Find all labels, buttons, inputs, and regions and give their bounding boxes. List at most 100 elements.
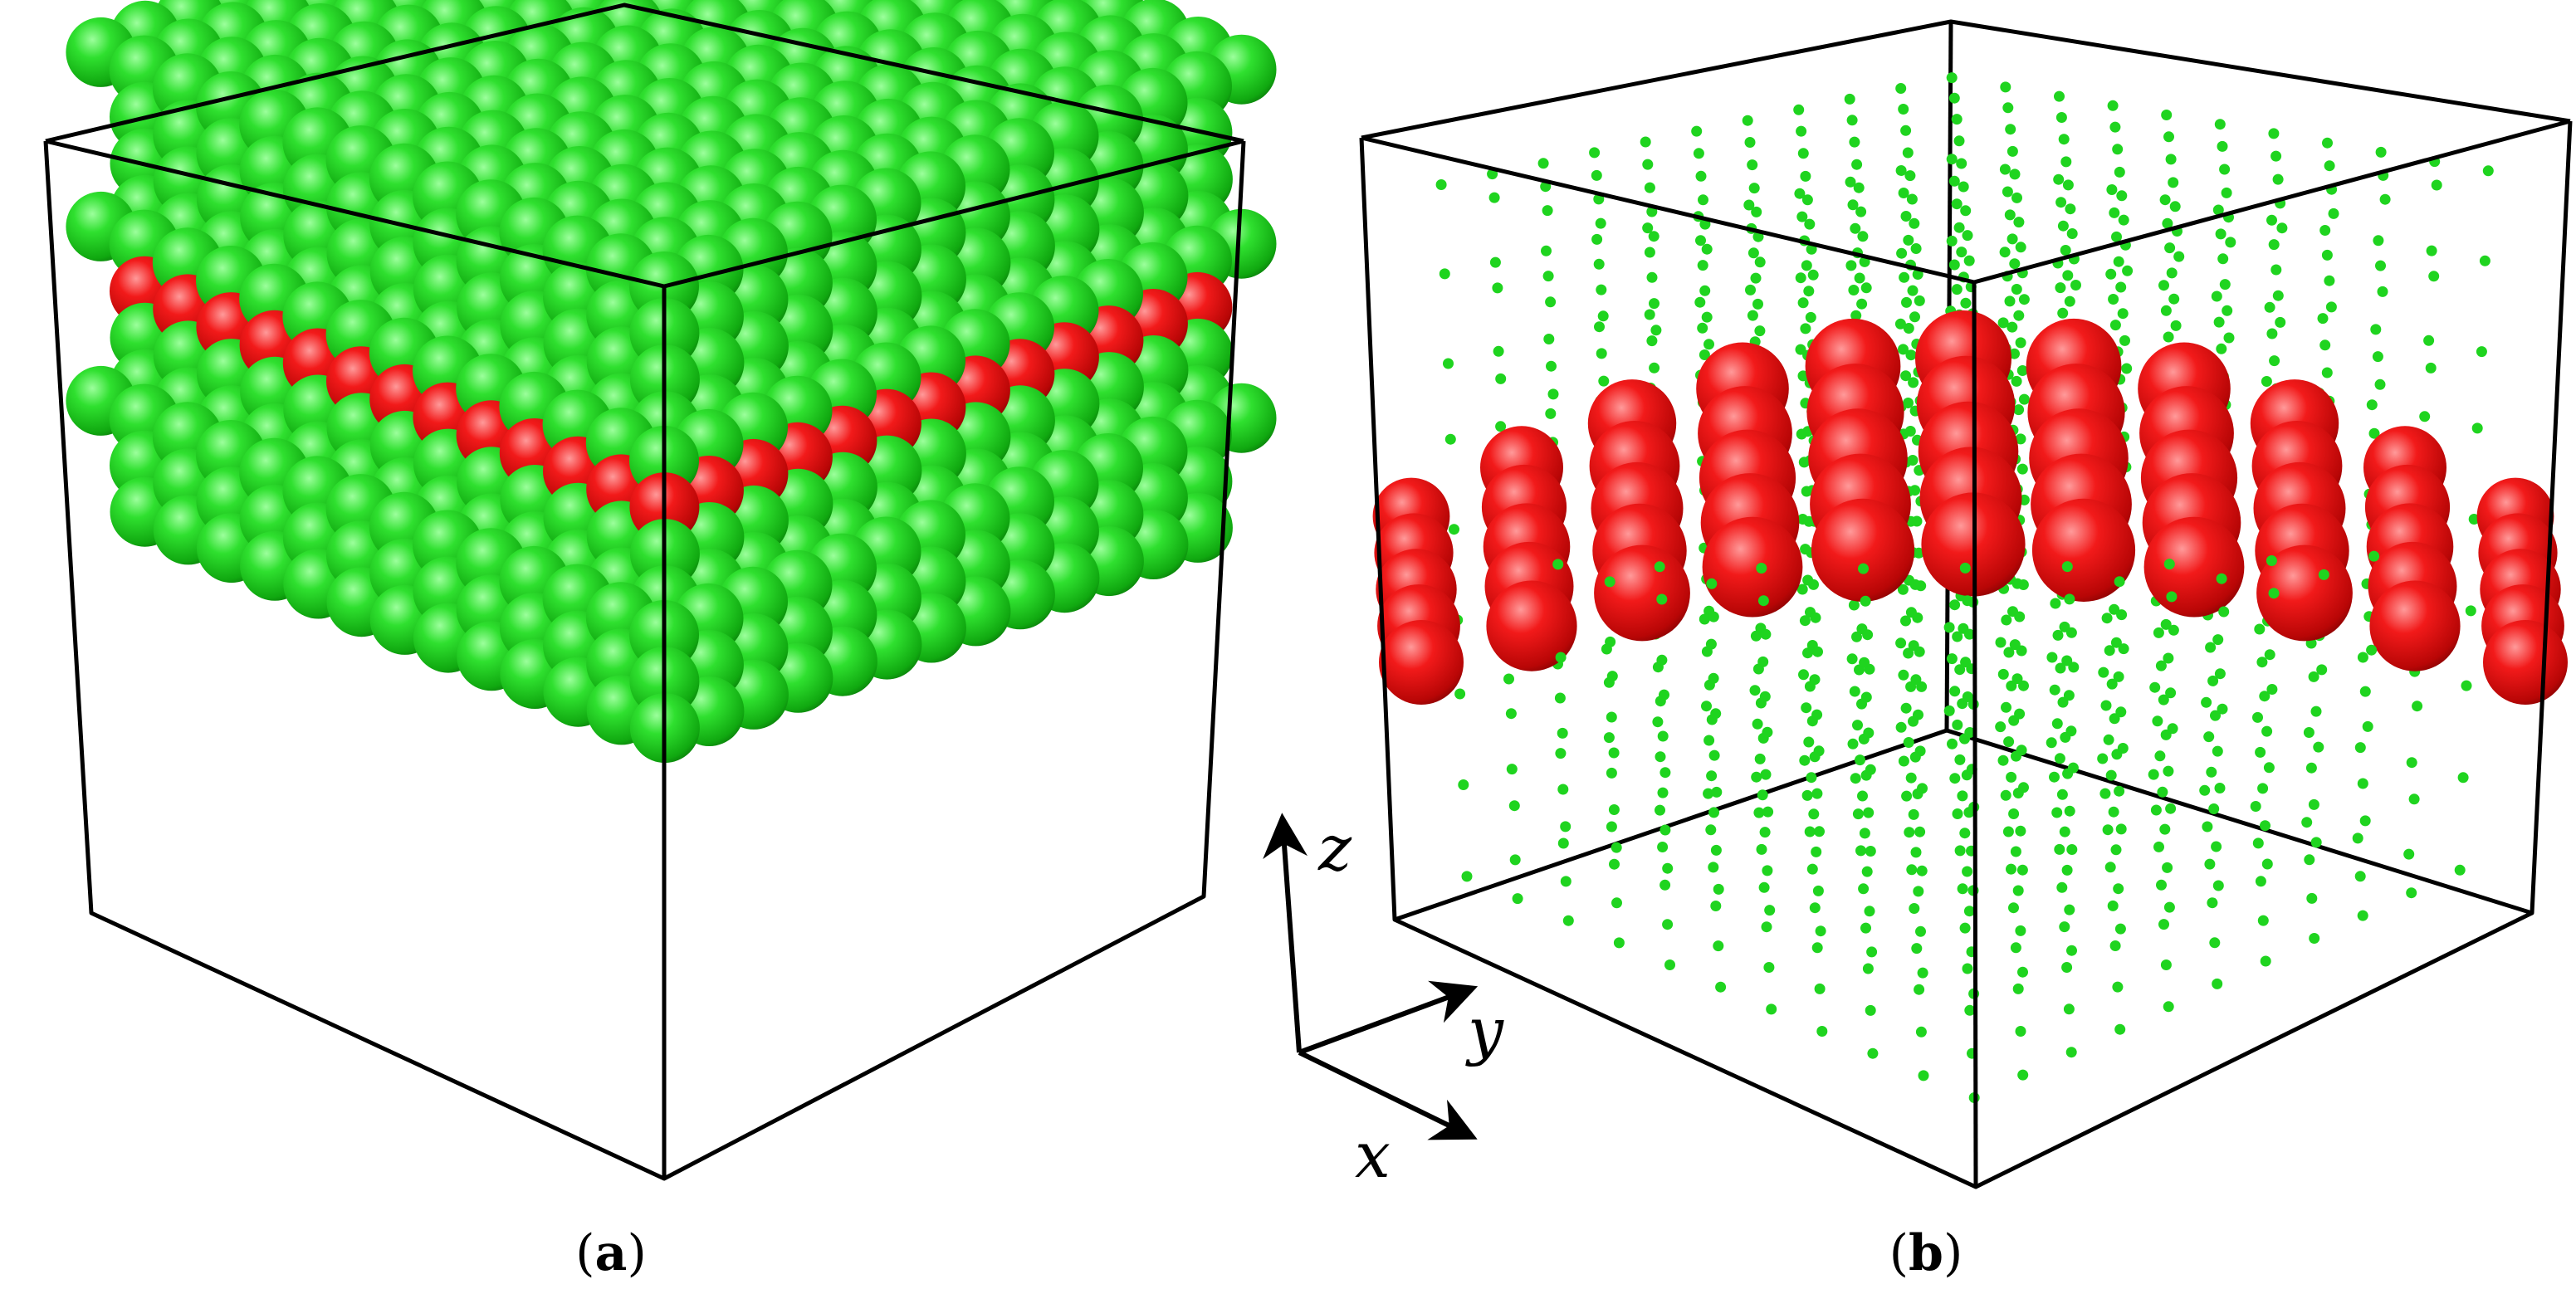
lattice-point: [2165, 687, 2177, 699]
lattice-point: [1849, 686, 1860, 697]
lattice-point: [2425, 362, 2437, 374]
lattice-point: [1488, 192, 1500, 203]
lattice-point: [1901, 296, 1912, 308]
lattice-point: [1946, 235, 1958, 247]
lattice-point: [2014, 611, 2026, 623]
lattice-point: [2264, 301, 2275, 313]
lattice-point: [2457, 772, 2469, 784]
lattice-point: [1914, 295, 1925, 306]
lattice-point: [2006, 771, 2017, 783]
lattice-point: [1800, 170, 1811, 182]
lattice-point: [2368, 427, 2380, 439]
plane-atom: [1811, 498, 1915, 603]
lattice-point: [2168, 177, 2179, 188]
lattice-point: [1541, 245, 1552, 256]
lattice-point: [1596, 348, 1607, 359]
lattice-point: [1995, 721, 2007, 733]
lattice-point: [1908, 377, 1919, 388]
lattice-point: [1604, 576, 1615, 588]
lattice-point: [1957, 883, 1968, 895]
lattice-point: [1606, 767, 1617, 779]
lattice-point: [1954, 754, 1966, 765]
lattice-point: [2153, 627, 2164, 638]
lattice-point: [1903, 323, 1914, 334]
lattice-point: [1900, 211, 1912, 222]
lattice-point: [2357, 778, 2368, 789]
lattice-point: [2015, 337, 2026, 349]
plane-atom: [1702, 516, 1803, 618]
panel-a-crystal-block: [43, 0, 1277, 1181]
lattice-point: [1748, 183, 1760, 194]
lattice-point: [2057, 220, 2069, 232]
panel-b-box-front-edges: [1359, 119, 2573, 1189]
lattice-point: [1811, 846, 1822, 857]
lattice-point: [1509, 854, 1521, 866]
lattice-point: [1960, 657, 1972, 668]
lattice-point: [1751, 771, 1762, 783]
lattice-point: [2103, 734, 2114, 745]
lattice-point: [2266, 684, 2278, 695]
lattice-point: [1713, 883, 1724, 895]
lattice-point: [2167, 723, 2178, 735]
lattice-point: [1703, 788, 1714, 799]
lattice-point: [1962, 230, 1973, 242]
lattice-point: [1503, 673, 1514, 685]
lattice-point: [2275, 316, 2286, 328]
z-axis-arrow: [1263, 813, 1308, 1053]
lattice-point: [2015, 242, 2026, 253]
lattice-point: [2211, 841, 2222, 852]
lattice-point: [1807, 269, 1819, 281]
lattice-point: [2163, 652, 2174, 664]
lattice-point: [2252, 837, 2264, 849]
lattice-point: [2208, 803, 2220, 814]
lattice-point: [2114, 576, 2125, 588]
lattice-point: [1997, 668, 2009, 680]
lattice-point: [1606, 671, 1618, 682]
lattice-point: [2166, 267, 2178, 279]
lattice-point: [1867, 1047, 1879, 1059]
lattice-point: [2431, 179, 2442, 191]
lattice-point: [1640, 136, 1651, 148]
lattice-point: [2014, 708, 2026, 720]
lattice-point: [1760, 769, 1772, 780]
y-axis-arrow: [1298, 980, 1479, 1055]
lattice-point: [1754, 256, 1766, 268]
lattice-point: [2107, 100, 2119, 111]
lattice-point: [1948, 92, 1960, 104]
lattice-point: [1764, 905, 1776, 916]
lattice-point: [1847, 199, 1859, 211]
lattice-point: [1959, 828, 1971, 839]
lattice-point: [1999, 247, 2011, 258]
lattice-point: [2461, 680, 2472, 691]
lattice-point: [1752, 298, 1763, 310]
lattice-point: [2114, 923, 2126, 935]
lattice-point: [2406, 757, 2417, 769]
lattice-point: [2211, 291, 2222, 302]
lattice-point: [2199, 784, 2211, 796]
lattice-point: [1560, 821, 1572, 832]
lattice-point: [1904, 827, 1915, 838]
lattice-point: [1862, 629, 1874, 641]
lattice-point: [2213, 316, 2225, 328]
lattice-point: [2219, 279, 2231, 291]
lattice-point: [1898, 188, 1909, 198]
lattice-point: [2011, 578, 2023, 589]
lattice-point: [2001, 701, 2011, 713]
lattice-point: [1589, 147, 1601, 159]
lattice-point: [2319, 225, 2331, 236]
lattice-point: [1701, 243, 1713, 255]
lattice-point: [2111, 231, 2122, 242]
lattice-point: [1710, 844, 1722, 856]
lattice-point: [2018, 393, 2030, 405]
lattice-point: [2049, 684, 2060, 696]
lattice-point: [2163, 765, 2174, 777]
panel-b-plane-view: [1359, 19, 2573, 1189]
lattice-point: [1858, 563, 1869, 574]
lattice-point: [1708, 862, 1719, 873]
lattice-point: [1703, 735, 1715, 746]
lattice-point: [2301, 817, 2313, 828]
lattice-point: [1959, 922, 1971, 934]
plane-atom: [1486, 580, 1577, 671]
lattice-point: [1846, 115, 1858, 126]
lattice-point: [1493, 345, 1504, 357]
